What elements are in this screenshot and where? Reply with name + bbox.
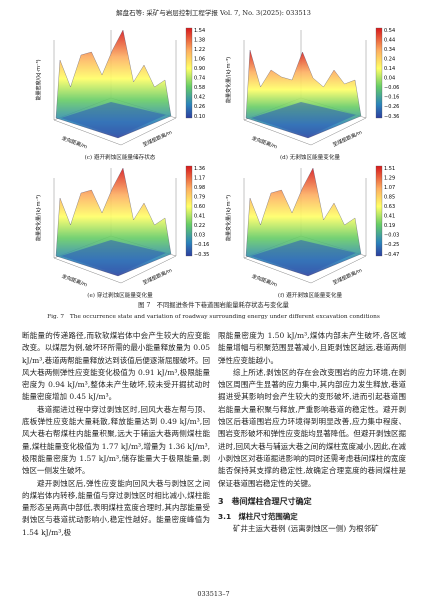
figure-panel: 1.51 1.29 1.07 0.85 0.63 0.41 0.19 −0.03 −0.25 −0… xyxy=(216,158,404,303)
paragraph: 避开剥蚀区后,弹性应变能向回风大巷与剥蚀区之间的煤岩体内转移,能量值与穿过剥蚀区… xyxy=(22,478,210,537)
x-axis-title: 走向距离/m xyxy=(251,135,278,151)
colorbar xyxy=(185,27,193,119)
subsection-heading: 3.1 煤柱尺寸范围确定 xyxy=(218,512,298,522)
z-axis-title: 能量变化量/(kJ·m⁻³) xyxy=(225,57,232,103)
colorbar-label: 0.41 xyxy=(194,214,205,220)
running-header: 解盘石等: 采矿与岩层控制工程学报 Vol. 7, No. 3(2025): 0… xyxy=(116,9,311,17)
plot-frame xyxy=(53,30,177,146)
x-axis-title: 走向距离/m xyxy=(61,273,88,289)
colorbar-label: −0.26 xyxy=(384,104,399,110)
colorbar-label: 0.63 xyxy=(384,204,395,210)
colorbar-label: 0.74 xyxy=(194,76,205,82)
colorbar xyxy=(185,165,193,257)
colorbar-label: −0.36 xyxy=(384,114,399,120)
figure-caption: 图 7 不同掘进条件下巷道围岩能量耗存状态与变化量 xyxy=(138,302,289,309)
colorbar xyxy=(375,165,383,257)
paragraph: 断能量的传递路径,而软软煤岩体中会产生较大的应变能改变。以煤层为例,破坏环所需的… xyxy=(22,331,210,402)
section-heading: 3 巷间煤柱合理尺寸确定 xyxy=(218,496,312,506)
colorbar-label: 0.41 xyxy=(384,214,395,220)
colorbar-label: 0.19 xyxy=(384,223,395,229)
colorbar-label: 0.44 xyxy=(384,37,395,43)
colorbar xyxy=(375,27,383,119)
plot: 1.54 1.38 1.22 1.06 0.90 0.74 0.58 0.42 0.26 0.10… xyxy=(35,27,205,151)
colorbar-label: 0.10 xyxy=(194,114,205,120)
colorbar-label: 0.26 xyxy=(194,104,205,110)
colorbar-label: 1.17 xyxy=(194,175,205,181)
y-axis-title: 至煤层距离/m xyxy=(332,129,364,149)
panel-label: (d) 无剥蚀区能量变化量 xyxy=(279,155,341,161)
y-axis-title: 至煤层距离/m xyxy=(142,267,174,287)
panel-label: (f) 避开剥蚀区能量变化量 xyxy=(277,293,343,299)
paragraph: 巷道掘进过程中穿过剥蚀区时,回风大巷左帮与顶、底板弹性应变能大量耗散,释放能量达… xyxy=(22,404,210,476)
colorbar-label: 0.03 xyxy=(194,233,205,239)
z-axis-title: 能量密度/(kJ·m⁻³) xyxy=(35,59,42,100)
x-axis-title: 走向距离/m xyxy=(61,135,88,151)
z-axis-title: 能量变化量/(kJ·m⁻³) xyxy=(225,195,232,241)
colorbar-label: 1.51 xyxy=(384,166,395,172)
surface-floor xyxy=(251,102,356,136)
paragraph: 综上所述,剥蚀区的存在会改变围岩的应力环境,在剥蚀区周围产生显著的应力集中,其内… xyxy=(218,367,406,488)
colorbar-label: 0.85 xyxy=(384,194,395,200)
colorbar-label: 0.54 xyxy=(384,28,395,34)
plot-frame xyxy=(243,168,367,284)
colorbar-label: −0.06 xyxy=(384,85,399,91)
colorbar-label: 0.22 xyxy=(194,223,205,229)
surface-floor xyxy=(61,102,166,136)
colorbar-label: 1.06 xyxy=(194,56,205,62)
colorbar-label: 0.42 xyxy=(194,95,205,101)
plot-frame xyxy=(53,168,177,284)
plot: 1.51 1.29 1.07 0.85 0.63 0.41 0.19 −0.03 −0.25 −0… xyxy=(225,165,399,289)
colorbar-label: −0.03 xyxy=(384,233,399,239)
colorbar-label: 1.36 xyxy=(194,166,205,172)
plot: 0.54 0.44 0.34 0.24 0.14 0.04 −0.06 −0.16 −0.26 −… xyxy=(225,27,399,151)
paragraph: 矿井主运大巷例 (远离剥蚀区一侧) 为根邻矿 xyxy=(233,524,379,534)
surface-floor xyxy=(251,240,356,274)
colorbar-label: 0.79 xyxy=(194,194,205,200)
y-axis-title: 至煤层距离/m xyxy=(142,129,174,149)
colorbar-label: 1.29 xyxy=(384,175,395,181)
figure-caption-en: Fig. 7 The occurrence state and variatio… xyxy=(47,314,380,320)
colorbar-label: −0.16 xyxy=(194,242,209,248)
plot-frame xyxy=(243,30,367,146)
right-column: 限能量密度为 1.50 kJ/m³,煤体内部未产生破坏,各区域能量增幅与积聚范围… xyxy=(218,330,406,536)
surface-floor xyxy=(61,240,166,274)
colorbar-label: 0.90 xyxy=(194,66,205,72)
page-number: 033513–7 xyxy=(197,590,230,598)
figure-panel: 0.54 0.44 0.34 0.24 0.14 0.04 −0.06 −0.16 −0.26 −… xyxy=(216,20,404,165)
colorbar-label: −0.47 xyxy=(384,252,399,258)
paragraph: 限能量密度为 1.50 kJ/m³,煤体内部未产生破坏,各区域能量增幅与积聚范围… xyxy=(218,331,406,365)
z-axis-title: 能量变化量/(kJ·m⁻³) xyxy=(35,195,42,241)
figure-panel: 1.36 1.17 0.98 0.79 0.60 0.41 0.22 0.03 −0.16 −0.… xyxy=(26,158,214,303)
colorbar-label: 1.54 xyxy=(194,28,205,34)
colorbar-label: −0.16 xyxy=(384,95,399,101)
colorbar-label: 0.98 xyxy=(194,185,205,191)
plot: 1.36 1.17 0.98 0.79 0.60 0.41 0.22 0.03 −0.16 −0.… xyxy=(35,165,209,289)
colorbar-label: 1.38 xyxy=(194,37,205,43)
colorbar-label: 0.60 xyxy=(194,204,205,210)
colorbar-label: 0.24 xyxy=(384,56,395,62)
left-column: 断能量的传递路径,而软软煤岩体中会产生较大的应变能改变。以煤层为例,破坏环所需的… xyxy=(22,330,210,539)
colorbar-label: 0.14 xyxy=(384,66,395,72)
colorbar-label: 1.07 xyxy=(384,185,395,191)
figure-panel: 1.54 1.38 1.22 1.06 0.90 0.74 0.58 0.42 0.26 0.10… xyxy=(26,20,214,165)
y-axis-title: 至煤层距离/m xyxy=(332,267,364,287)
panel-label: (e) 穿过剥蚀区能量变化量 xyxy=(87,293,153,299)
colorbar-label: 0.04 xyxy=(384,76,395,82)
colorbar-label: 0.58 xyxy=(194,85,205,91)
colorbar-label: 1.22 xyxy=(194,47,205,53)
colorbar-label: 0.34 xyxy=(384,47,395,53)
panel-label: (c) 避开剥蚀区能量储存状态 xyxy=(84,155,156,161)
x-axis-title: 走向距离/m xyxy=(251,273,278,289)
colorbar-label: −0.25 xyxy=(384,242,399,248)
colorbar-label: −0.35 xyxy=(194,252,209,258)
